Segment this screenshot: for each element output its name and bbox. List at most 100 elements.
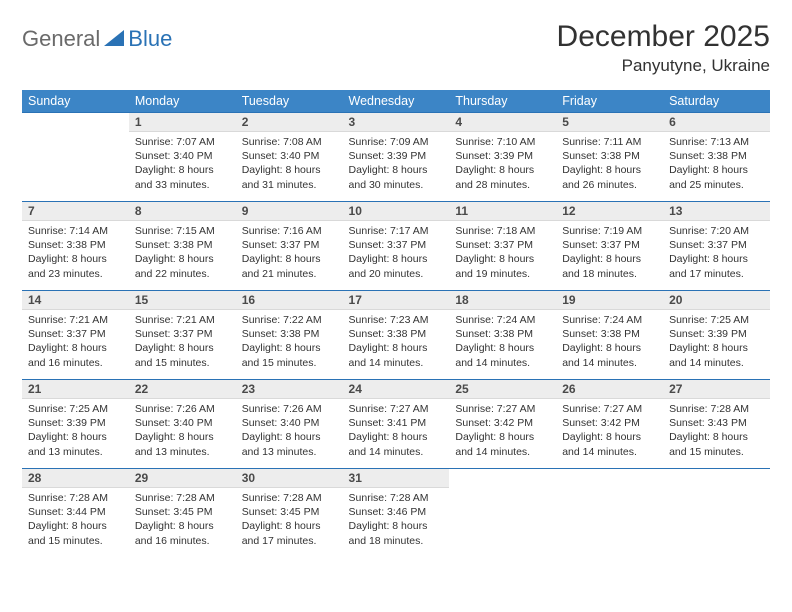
sunset-text: Sunset: 3:38 PM — [135, 238, 230, 252]
sunrise-text: Sunrise: 7:16 AM — [242, 224, 337, 238]
daylight-text: Daylight: 8 hours and 17 minutes. — [669, 252, 764, 280]
sunrise-text: Sunrise: 7:18 AM — [455, 224, 550, 238]
sunset-text: Sunset: 3:45 PM — [242, 505, 337, 519]
daylight-text: Daylight: 8 hours and 13 minutes. — [28, 430, 123, 458]
weekday-header: Wednesday — [343, 90, 450, 113]
day-number-cell: 15 — [129, 291, 236, 310]
daylight-text: Daylight: 8 hours and 17 minutes. — [242, 519, 337, 547]
sunrise-text: Sunrise: 7:10 AM — [455, 135, 550, 149]
daylight-text: Daylight: 8 hours and 31 minutes. — [242, 163, 337, 191]
day-content-cell: Sunrise: 7:28 AMSunset: 3:43 PMDaylight:… — [663, 399, 770, 469]
day-number-row: 123456 — [22, 113, 770, 132]
calendar-table: Sunday Monday Tuesday Wednesday Thursday… — [22, 90, 770, 558]
day-content-cell — [663, 488, 770, 558]
day-number-cell: 18 — [449, 291, 556, 310]
sunset-text: Sunset: 3:45 PM — [135, 505, 230, 519]
daylight-text: Daylight: 8 hours and 15 minutes. — [242, 341, 337, 369]
daylight-text: Daylight: 8 hours and 15 minutes. — [669, 430, 764, 458]
day-number-cell — [556, 469, 663, 488]
daylight-text: Daylight: 8 hours and 30 minutes. — [349, 163, 444, 191]
day-content-cell: Sunrise: 7:27 AMSunset: 3:41 PMDaylight:… — [343, 399, 450, 469]
day-number-cell: 13 — [663, 202, 770, 221]
sunset-text: Sunset: 3:42 PM — [455, 416, 550, 430]
sunrise-text: Sunrise: 7:20 AM — [669, 224, 764, 238]
day-number-cell: 22 — [129, 380, 236, 399]
weekday-header: Friday — [556, 90, 663, 113]
sunset-text: Sunset: 3:44 PM — [28, 505, 123, 519]
day-content-cell: Sunrise: 7:20 AMSunset: 3:37 PMDaylight:… — [663, 221, 770, 291]
sunset-text: Sunset: 3:41 PM — [349, 416, 444, 430]
sunset-text: Sunset: 3:37 PM — [562, 238, 657, 252]
logo-triangle-icon — [104, 28, 124, 51]
sunrise-text: Sunrise: 7:24 AM — [562, 313, 657, 327]
daylight-text: Daylight: 8 hours and 25 minutes. — [669, 163, 764, 191]
day-number-cell — [22, 113, 129, 132]
sunset-text: Sunset: 3:38 PM — [562, 327, 657, 341]
daylight-text: Daylight: 8 hours and 23 minutes. — [28, 252, 123, 280]
daylight-text: Daylight: 8 hours and 26 minutes. — [562, 163, 657, 191]
weekday-header: Thursday — [449, 90, 556, 113]
day-number-cell: 23 — [236, 380, 343, 399]
day-content-row: Sunrise: 7:21 AMSunset: 3:37 PMDaylight:… — [22, 310, 770, 380]
sunset-text: Sunset: 3:43 PM — [669, 416, 764, 430]
daylight-text: Daylight: 8 hours and 16 minutes. — [28, 341, 123, 369]
sunset-text: Sunset: 3:37 PM — [135, 327, 230, 341]
sunset-text: Sunset: 3:38 PM — [562, 149, 657, 163]
sunset-text: Sunset: 3:40 PM — [242, 416, 337, 430]
sunrise-text: Sunrise: 7:21 AM — [28, 313, 123, 327]
day-content-cell: Sunrise: 7:25 AMSunset: 3:39 PMDaylight:… — [22, 399, 129, 469]
sunrise-text: Sunrise: 7:27 AM — [562, 402, 657, 416]
sunset-text: Sunset: 3:39 PM — [455, 149, 550, 163]
daylight-text: Daylight: 8 hours and 14 minutes. — [455, 430, 550, 458]
day-content-cell: Sunrise: 7:18 AMSunset: 3:37 PMDaylight:… — [449, 221, 556, 291]
day-number-cell: 25 — [449, 380, 556, 399]
daylight-text: Daylight: 8 hours and 18 minutes. — [349, 519, 444, 547]
day-number-cell: 24 — [343, 380, 450, 399]
day-content-cell: Sunrise: 7:25 AMSunset: 3:39 PMDaylight:… — [663, 310, 770, 380]
sunset-text: Sunset: 3:39 PM — [349, 149, 444, 163]
day-content-cell — [556, 488, 663, 558]
daylight-text: Daylight: 8 hours and 15 minutes. — [135, 341, 230, 369]
sunrise-text: Sunrise: 7:19 AM — [562, 224, 657, 238]
day-number-cell: 27 — [663, 380, 770, 399]
sunrise-text: Sunrise: 7:26 AM — [135, 402, 230, 416]
day-content-cell: Sunrise: 7:24 AMSunset: 3:38 PMDaylight:… — [449, 310, 556, 380]
day-content-cell: Sunrise: 7:23 AMSunset: 3:38 PMDaylight:… — [343, 310, 450, 380]
day-content-cell: Sunrise: 7:28 AMSunset: 3:45 PMDaylight:… — [236, 488, 343, 558]
day-content-cell: Sunrise: 7:21 AMSunset: 3:37 PMDaylight:… — [22, 310, 129, 380]
day-number-cell: 29 — [129, 469, 236, 488]
daylight-text: Daylight: 8 hours and 14 minutes. — [349, 341, 444, 369]
sunrise-text: Sunrise: 7:22 AM — [242, 313, 337, 327]
sunset-text: Sunset: 3:40 PM — [135, 149, 230, 163]
daylight-text: Daylight: 8 hours and 21 minutes. — [242, 252, 337, 280]
day-content-cell: Sunrise: 7:16 AMSunset: 3:37 PMDaylight:… — [236, 221, 343, 291]
day-content-cell: Sunrise: 7:08 AMSunset: 3:40 PMDaylight:… — [236, 132, 343, 202]
sunrise-text: Sunrise: 7:11 AM — [562, 135, 657, 149]
day-number-cell: 9 — [236, 202, 343, 221]
day-number-cell: 28 — [22, 469, 129, 488]
day-content-cell: Sunrise: 7:21 AMSunset: 3:37 PMDaylight:… — [129, 310, 236, 380]
day-number-cell: 17 — [343, 291, 450, 310]
daylight-text: Daylight: 8 hours and 13 minutes. — [242, 430, 337, 458]
daylight-text: Daylight: 8 hours and 14 minutes. — [455, 341, 550, 369]
day-content-row: Sunrise: 7:28 AMSunset: 3:44 PMDaylight:… — [22, 488, 770, 558]
daylight-text: Daylight: 8 hours and 13 minutes. — [135, 430, 230, 458]
day-content-cell: Sunrise: 7:19 AMSunset: 3:37 PMDaylight:… — [556, 221, 663, 291]
day-number-cell: 19 — [556, 291, 663, 310]
sunrise-text: Sunrise: 7:07 AM — [135, 135, 230, 149]
sunrise-text: Sunrise: 7:25 AM — [28, 402, 123, 416]
weekday-header: Sunday — [22, 90, 129, 113]
sunrise-text: Sunrise: 7:28 AM — [242, 491, 337, 505]
sunrise-text: Sunrise: 7:09 AM — [349, 135, 444, 149]
month-title: December 2025 — [557, 20, 770, 54]
daylight-text: Daylight: 8 hours and 15 minutes. — [28, 519, 123, 547]
daylight-text: Daylight: 8 hours and 22 minutes. — [135, 252, 230, 280]
day-number-cell: 2 — [236, 113, 343, 132]
weekday-header-row: Sunday Monday Tuesday Wednesday Thursday… — [22, 90, 770, 113]
day-number-row: 78910111213 — [22, 202, 770, 221]
day-content-cell: Sunrise: 7:17 AMSunset: 3:37 PMDaylight:… — [343, 221, 450, 291]
day-content-cell: Sunrise: 7:24 AMSunset: 3:38 PMDaylight:… — [556, 310, 663, 380]
calendar-page: General Blue December 2025 Panyutyne, Uk… — [0, 0, 792, 612]
daylight-text: Daylight: 8 hours and 16 minutes. — [135, 519, 230, 547]
sunrise-text: Sunrise: 7:27 AM — [349, 402, 444, 416]
